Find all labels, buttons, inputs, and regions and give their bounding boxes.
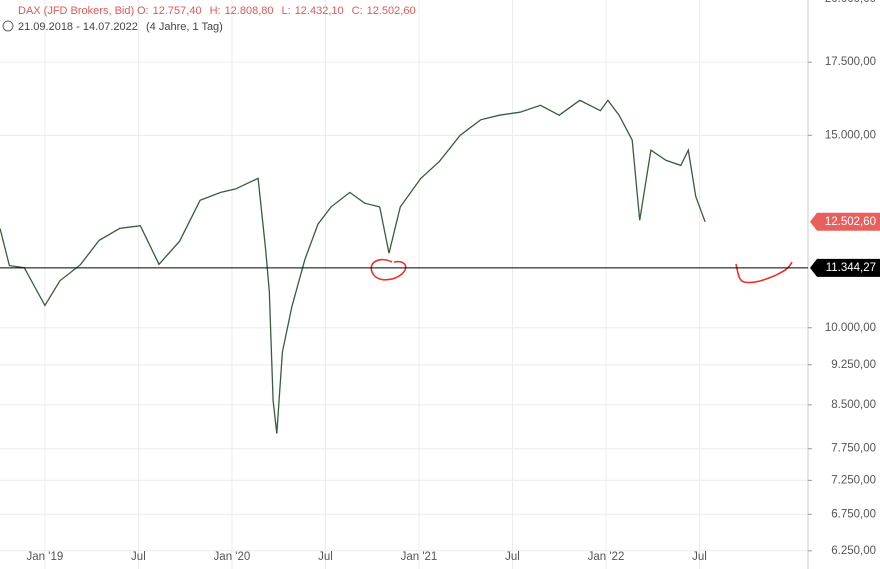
- ohlc: O: 12.757,40 H: 12.808,80 L: 12.432,10 C: 12.50…: [137, 5, 416, 17]
- price-label: 12.502,60: [825, 216, 876, 228]
- x-tick-label: Jan '19: [27, 551, 64, 563]
- ohlc-value: 12.808,80: [225, 5, 274, 17]
- header: DAX (JFD Brokers, Bid) O: 12.757,40 H: 12.8…: [2, 5, 416, 33]
- ohlc-key: C:: [352, 5, 363, 17]
- ohlc-value: 12.432,10: [295, 5, 344, 17]
- x-tick-label: Jan '21: [401, 551, 438, 563]
- date-range: 21.09.2018 - 14.07.2022: [18, 21, 138, 33]
- y-tick-label: 6.250,00: [831, 545, 876, 557]
- y-tick-label: 9.250,00: [831, 359, 876, 371]
- ohlc-value: 12.502,60: [367, 5, 416, 17]
- ohlc-key: L:: [282, 5, 291, 17]
- reference-label: 11.344,27: [826, 262, 876, 274]
- y-tick-label: 8.500,00: [831, 399, 876, 411]
- span: (4 Jahre, 1 Tag): [146, 21, 223, 33]
- y-tick-label: 20.000,00: [825, 0, 876, 5]
- y-tick-label: 17.500,00: [825, 56, 876, 68]
- y-tick-label: 7.750,00: [831, 443, 876, 455]
- clock-icon: [2, 20, 14, 32]
- plot: [0, 99, 706, 434]
- ohlc-value: 12.757,40: [153, 5, 202, 17]
- price-label-box: [810, 212, 880, 231]
- y-tick-label: 10.000,00: [825, 322, 876, 334]
- x-tick-label: Jul: [131, 551, 146, 563]
- ohlc-key: H:: [210, 5, 221, 17]
- annotation-circle: [370, 258, 407, 281]
- reference-label-box: [810, 258, 880, 277]
- x-tick-label: Jul: [505, 551, 520, 563]
- y-tick-label: 15.000,00: [825, 129, 876, 141]
- x-tick-label: Jan '22: [588, 551, 625, 563]
- x-tick-label: Jul: [318, 551, 333, 563]
- y-tick-label: 6.750,00: [831, 508, 876, 520]
- chart-title: DAX (JFD Brokers, Bid): [18, 5, 134, 17]
- x-tick-label: Jul: [692, 551, 707, 563]
- annotation-curve: [735, 261, 793, 284]
- ohlc-key: O:: [137, 5, 149, 17]
- x-tick-label: Jan '20: [214, 551, 251, 563]
- price-line: [0, 99, 706, 434]
- y-tick-label: 7.250,00: [831, 474, 876, 486]
- grid: [0, 0, 808, 569]
